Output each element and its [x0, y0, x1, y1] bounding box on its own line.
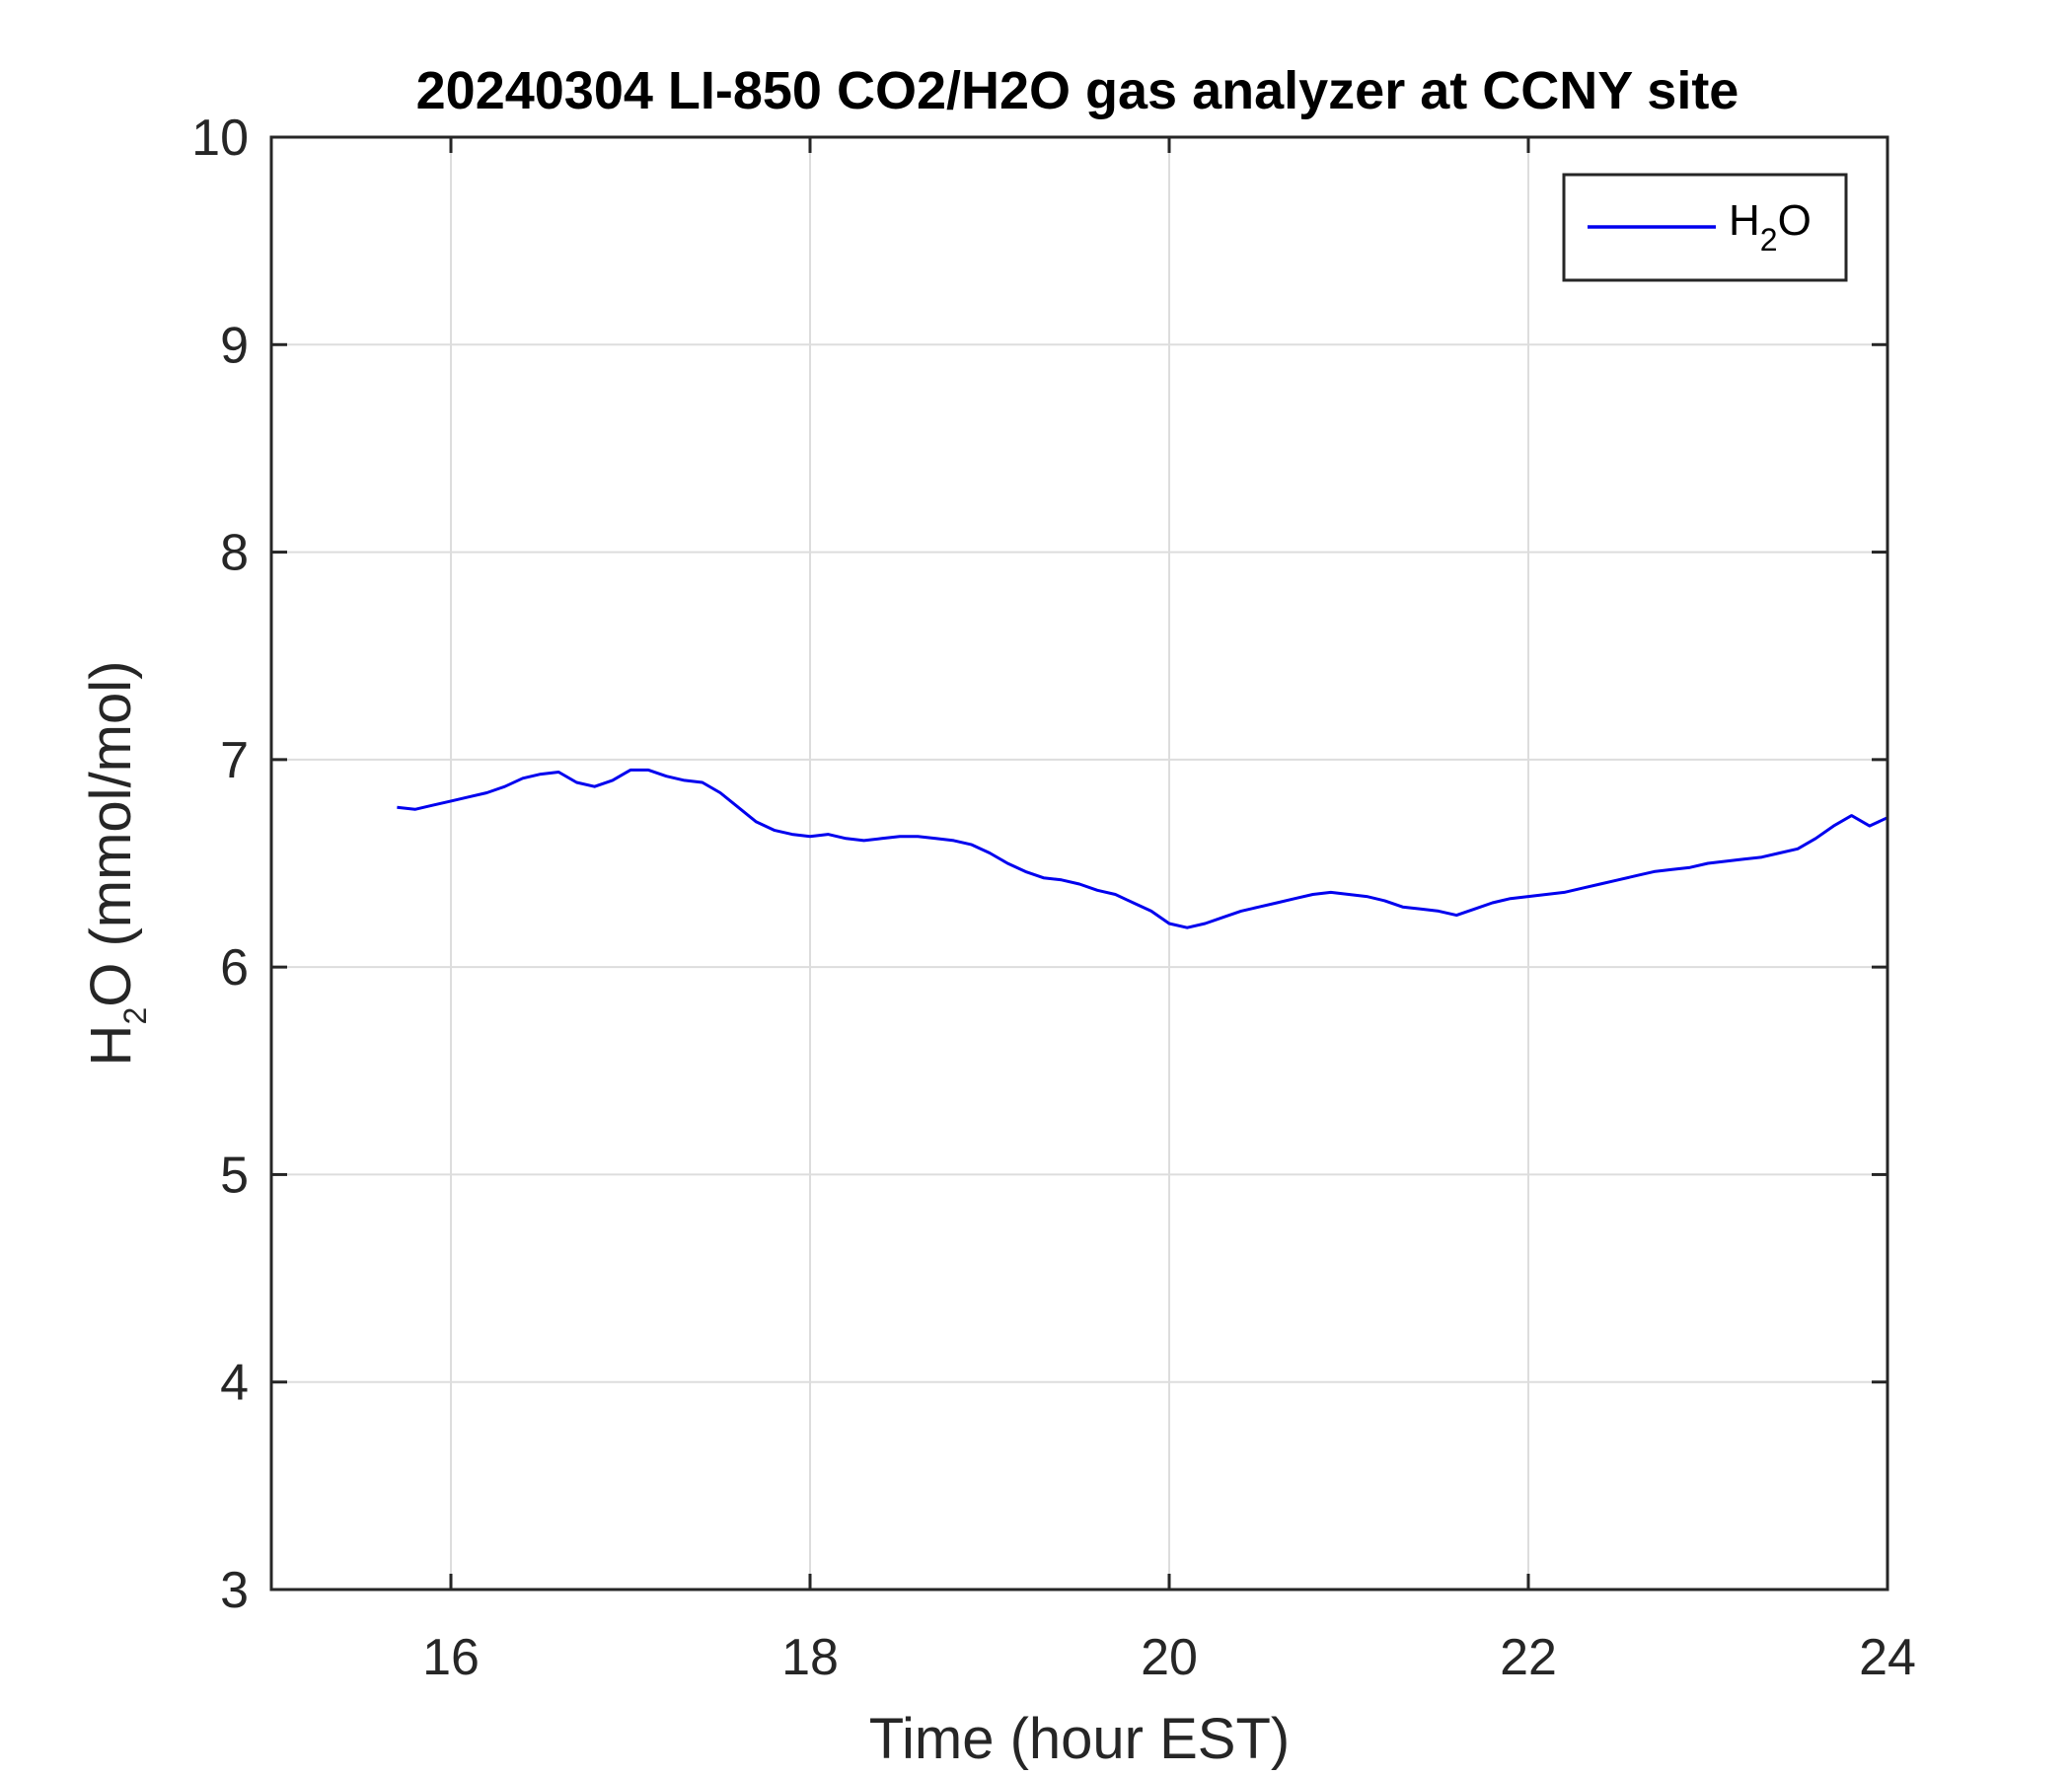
x-tick-label: 20: [1141, 1629, 1198, 1686]
h2o-series-line: [397, 768, 1888, 929]
legend-label: H2O: [1729, 196, 1812, 258]
x-tick-label: 18: [781, 1629, 839, 1686]
y-tick-label: 3: [220, 1562, 249, 1619]
y-tick-label: 7: [220, 732, 249, 789]
ticks: [271, 135, 1889, 1591]
y-tick-label: 8: [220, 525, 249, 582]
legend-label-suffix: O: [1778, 196, 1812, 245]
gridlines: [271, 136, 1888, 1591]
x-tick-label: 22: [1500, 1629, 1557, 1686]
y-axis-label: H2O (mmol/mol): [79, 661, 153, 1067]
series-layer: [397, 768, 1888, 929]
y-axis-label-sub: 2: [117, 1007, 153, 1025]
x-tick-label: 24: [1859, 1629, 1916, 1686]
legend-label-prefix: H: [1729, 196, 1760, 245]
chart-title: 20240304 LI-850 CO2/H2O gas analyzer at …: [416, 61, 1739, 120]
x-tick-labels: 16 18 20 22 24: [422, 1629, 1916, 1686]
y-tick-label: 10: [191, 110, 249, 167]
y-tick-label: 9: [220, 317, 249, 374]
x-axis-label: Time (hour EST): [869, 1707, 1290, 1771]
y-axis-label-prefix: H: [79, 1025, 143, 1067]
y-tick-label: 5: [220, 1147, 249, 1204]
y-axis-label-suffix: O (mmol/mol): [79, 661, 143, 1007]
x-tick-label: 16: [422, 1629, 480, 1686]
y-tick-label: 6: [220, 939, 249, 997]
plot-area-border: [269, 135, 1889, 1591]
y-tick-label: 4: [220, 1355, 249, 1412]
y-tick-labels: 3 4 5 6 7 8 9 10: [191, 110, 249, 1619]
legend-label-sub: 2: [1760, 222, 1778, 258]
legend: H2O: [1562, 173, 1848, 282]
